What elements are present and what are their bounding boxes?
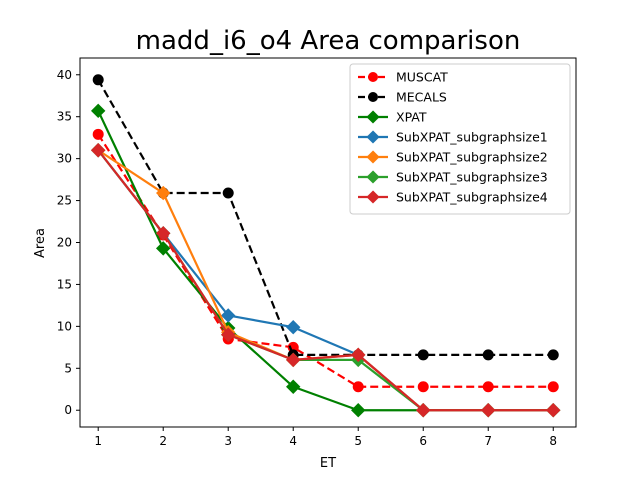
x-tick-label: 7	[484, 434, 492, 448]
legend-marker	[366, 190, 380, 204]
x-tick-label: 6	[419, 434, 427, 448]
legend-item: SubXPAT_subgraphsize4	[358, 190, 548, 205]
data-point	[352, 381, 364, 393]
legend-label: SubXPAT_subgraphsize2	[396, 150, 548, 165]
legend-box	[349, 63, 571, 215]
legend-item: MECALS	[358, 90, 447, 105]
data-point	[482, 381, 494, 393]
legend-marker	[368, 92, 378, 102]
y-tick-label: 30	[57, 152, 72, 166]
y-tick-label: 35	[57, 110, 72, 124]
legend-marker	[366, 110, 380, 124]
legend-item: XPAT	[358, 110, 427, 125]
series-line	[97, 149, 554, 412]
legend-label: SubXPAT_subgraphsize1	[396, 130, 548, 145]
series-layer	[90, 74, 561, 418]
legend-label: XPAT	[396, 110, 427, 125]
data-point	[547, 381, 559, 393]
legend-label: SubXPAT_subgraphsize4	[396, 190, 548, 205]
x-tick-label: 5	[354, 434, 362, 448]
x-tick-label: 2	[159, 434, 167, 448]
data-point	[547, 349, 559, 361]
data-point	[286, 379, 301, 394]
legend-marker	[366, 150, 380, 164]
series-line	[97, 79, 554, 356]
legend-marker	[366, 170, 380, 184]
y-tick-label: 10	[57, 319, 72, 333]
data-point	[482, 349, 494, 361]
legend-item: SubXPAT_subgraphsize1	[358, 130, 548, 145]
data-point	[417, 349, 429, 361]
legend-item: SubXPAT_subgraphsize3	[358, 170, 548, 185]
data-point	[156, 226, 171, 241]
data-point	[222, 187, 234, 199]
y-tick-label: 5	[64, 361, 72, 375]
data-point	[221, 327, 236, 342]
y-axis-title: Area	[33, 228, 48, 258]
series-7	[90, 143, 561, 418]
data-point	[156, 185, 171, 201]
x-tick-label: 1	[94, 434, 102, 448]
data-point	[221, 308, 236, 323]
data-point	[481, 403, 496, 418]
y-tick-label: 15	[57, 277, 72, 291]
x-tick-label: 3	[224, 434, 232, 448]
data-point	[90, 103, 106, 119]
legend-label: MECALS	[396, 90, 447, 105]
legend: MUSCAT MECALS XPAT SubXPAT_subgraphsize1 Sub…	[349, 63, 571, 215]
axes-layer: 1 2 3 4 5 6 7 8 0 5 10 15 20 25 30 35 40	[57, 57, 577, 448]
chart-title: madd_i6_o4 Area comparison	[136, 26, 521, 56]
y-tick-label: 40	[57, 68, 72, 82]
legend-item: SubXPAT_subgraphsize2	[358, 150, 548, 165]
legend-label: SubXPAT_subgraphsize3	[396, 170, 548, 185]
data-point	[417, 381, 429, 393]
data-point	[416, 403, 431, 418]
y-tick-label: 25	[57, 194, 72, 208]
x-axis-title: ET	[320, 456, 336, 471]
legend-label: MUSCAT	[396, 70, 448, 85]
data-point	[92, 128, 104, 140]
data-point	[156, 241, 171, 256]
data-point	[286, 352, 301, 368]
data-point	[351, 347, 366, 363]
data-point	[546, 403, 561, 418]
legend-marker	[368, 72, 378, 82]
legend-item: MUSCAT	[358, 70, 448, 85]
legend-marker	[366, 130, 380, 144]
data-point	[92, 74, 104, 86]
y-tick-label: 0	[64, 403, 72, 417]
data-point	[90, 143, 106, 158]
data-point	[286, 319, 301, 335]
x-tick-label: 4	[289, 434, 297, 448]
y-tick-label: 20	[57, 236, 72, 250]
x-tick-label: 8	[549, 434, 557, 448]
data-point	[351, 403, 366, 418]
